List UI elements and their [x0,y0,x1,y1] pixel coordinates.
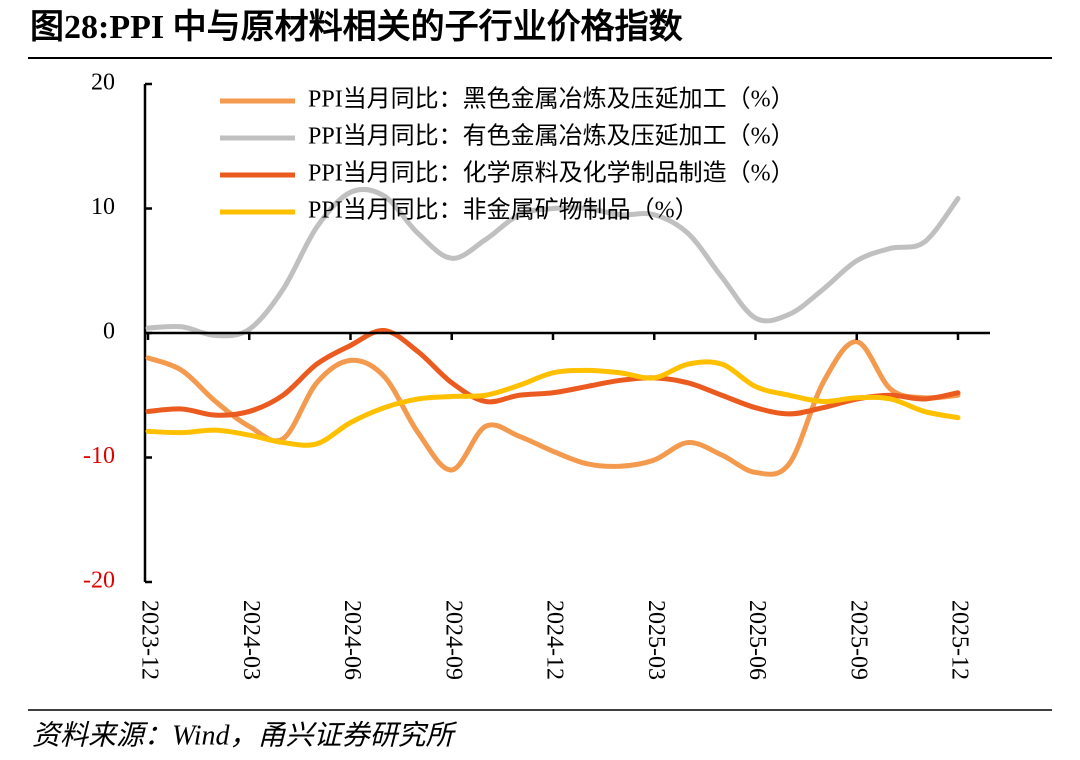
series-line [145,328,961,418]
y-tick-label: 20 [91,70,115,96]
chart-title: 图28:PPI 中与原材料相关的子行业价格指数 [30,8,683,46]
source: 资料来源：Wind，甬兴证券研究所 [32,720,458,751]
x-tick-label: 2025-09 [845,600,871,680]
y-tick-label: 0 [103,319,115,345]
x-tick-label: 2024-06 [339,600,365,680]
y-tick-label: -20 [83,568,115,594]
series-line [145,359,961,448]
legend-label: PPI当月同比：非金属矿物制品（%） [308,197,699,224]
series-line [145,186,961,339]
x-tick-label: 2025-03 [643,600,669,680]
x-tick-label: 2024-12 [541,600,567,680]
series-line [145,339,961,477]
x-tick-label: 2023-12 [136,600,162,680]
legend-label: PPI当月同比：黑色金属冶炼及压延加工（%） [308,86,795,113]
legend-label: PPI当月同比：化学原料及化学制品制造（%） [308,160,795,187]
y-tick-label: -10 [83,443,115,469]
x-tick-label: 2024-09 [440,600,466,680]
legend-label: PPI当月同比：有色金属冶炼及压延加工（%） [308,123,795,150]
x-tick-label: 2025-06 [744,600,770,680]
y-tick-label: 10 [91,194,115,220]
x-tick-label: 2024-03 [238,600,264,680]
x-tick-label: 2025-12 [946,600,972,680]
